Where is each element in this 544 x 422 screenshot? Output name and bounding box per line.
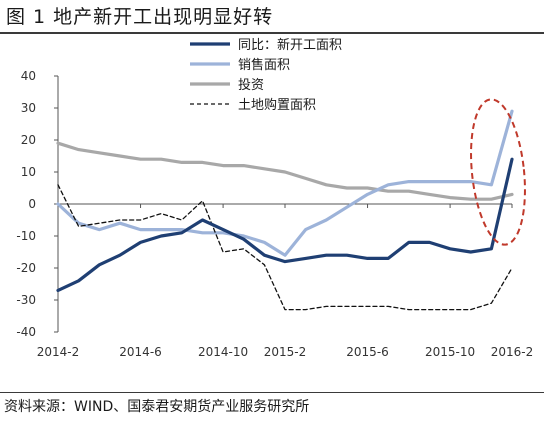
legend-label-1: 销售面积 (238, 57, 290, 73)
legend-label-0: 同比：新开工面积 (238, 37, 342, 53)
y-tick-label: 20 (21, 133, 36, 147)
series-layer (56, 109, 514, 311)
x-tick-label: 2015-6 (346, 345, 389, 359)
y-tick-label: 30 (21, 101, 36, 115)
y-tick-label: -30 (16, 293, 36, 307)
y-tick-label: 0 (28, 197, 36, 211)
x-tick-label: 2014-10 (198, 345, 248, 359)
axes: -40 -30 -20 -10 0 10 20 30 40 2014-2 2014-6 2014-10… (16, 69, 533, 359)
line-chart: -40 -30 -20 -10 0 10 20 30 40 2014-2 2014-6 2014-10… (16, 37, 533, 359)
x-tick-label: 2014-6 (119, 345, 162, 359)
y-tick-label: -40 (16, 325, 36, 339)
x-tick-label: 2014-2 (37, 345, 80, 359)
legend-label-3: 土地购置面积 (238, 97, 316, 113)
title-divider (0, 32, 544, 34)
source-divider (0, 392, 544, 393)
series-line-3 (57, 184, 513, 311)
figure-source: 资料来源：WIND、国泰君安期货产业服务研究所 (4, 399, 310, 415)
y-tick-label: 10 (21, 165, 36, 179)
legend-label-2: 投资 (238, 77, 264, 93)
y-tick-label: 40 (21, 69, 36, 83)
x-tick-label: 2015-10 (425, 345, 475, 359)
annotation-layer (470, 98, 526, 246)
x-tick-label: 2015-2 (264, 345, 307, 359)
y-tick-label: -10 (16, 229, 36, 243)
series-line-0 (56, 157, 514, 292)
figure-title: 图 1 地产新开工出现明显好转 (6, 6, 274, 28)
series-line-1 (56, 109, 514, 257)
series-line-2 (56, 141, 514, 201)
highlight-ellipse (470, 98, 526, 246)
y-tick-label: -20 (16, 261, 36, 275)
x-tick-label: 2016-2 (491, 345, 534, 359)
